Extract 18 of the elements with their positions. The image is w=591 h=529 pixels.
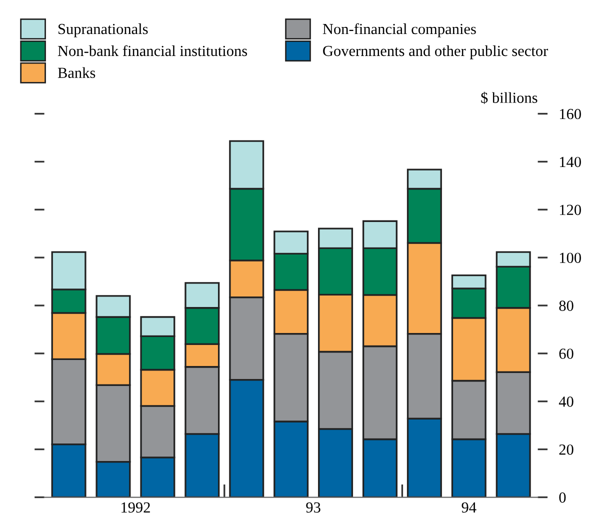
y-tick-label: 140 [560, 156, 581, 168]
legend-label: Supranationals [58, 23, 148, 38]
text: 1992 [122, 502, 150, 513]
y-tick-label: 0 [559, 492, 566, 503]
y-tick-label: 160 [560, 108, 581, 120]
y-tick-label: 40 [558, 396, 574, 407]
legend-label: Non-financial companies [322, 23, 476, 38]
legend-label: Non-bank financial institutions [58, 45, 248, 56]
y-tick-label: 60 [559, 348, 574, 359]
legend-label: Banks [58, 67, 96, 78]
y-axis-title: $ billions [481, 92, 538, 104]
y-tick-label: 100 [560, 252, 581, 264]
y-tick-label: 20 [559, 444, 574, 455]
legend-label: Governments and other public sector [323, 45, 548, 60]
text: 93 [306, 502, 320, 513]
y-tick-label: 80 [559, 300, 574, 311]
text: 94 [462, 502, 476, 513]
y-tick-label: 120 [560, 204, 581, 216]
